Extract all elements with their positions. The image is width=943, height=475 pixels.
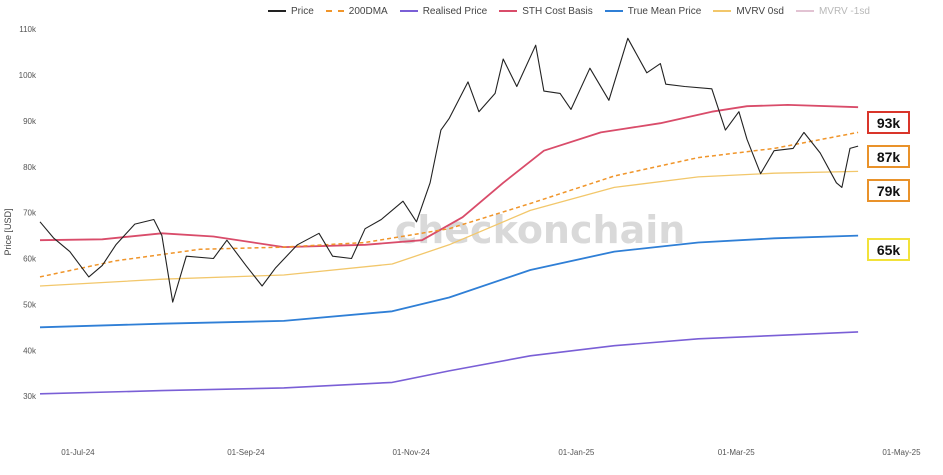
y-tick-label: 60k [23,255,37,264]
series-line-mvrv-0sd [39,170,859,287]
legend-swatch-2 [399,10,418,12]
y-tick-label: 110k [19,25,37,34]
x-tick-label: 01-Nov-24 [392,448,430,457]
legend: Price 200DMA Realised Price STH Cost Basis T… [268,3,870,19]
y-tick-label: 50k [23,300,37,309]
y-tick-label: 100k [19,71,37,80]
series-lines [39,37,859,395]
legend-item-1[interactable]: 200DMA [325,5,388,17]
legend-swatch-6 [795,10,814,12]
badge-79k: 79k [867,179,910,202]
series-line-realised-price [39,331,859,395]
y-tick-label: 70k [23,209,37,218]
y-tick-label: 30k [23,392,37,401]
x-tick-labels: 01-Jul-24 01-Sep-24 01-Nov-24 01-Jan-25 01-M… [61,448,921,457]
legend-swatch-0 [268,10,286,12]
x-tick-label: 01-Sep-24 [227,448,265,457]
y-tick-label: 90k [23,117,37,126]
legend-label-2: Realised Price [422,5,488,17]
badge-93k-label: 93k [876,114,901,131]
badge-65k: 65k [867,238,910,261]
badge-65k-label: 65k [876,241,901,258]
series-line-sth-cost-basis [39,104,859,248]
legend-item-0[interactable]: Price [268,6,314,17]
legend-label-6: MVRV -1sd [818,5,870,17]
y-tick-labels: 30k 40k 50k 60k 70k 80k 90k 100k 110k [19,25,37,401]
badge-93k: 93k [867,111,910,134]
series-line-true-mean-price [39,234,859,329]
legend-item-4[interactable]: True Mean Price [604,5,702,17]
legend-item-2[interactable]: Realised Price [399,5,488,17]
legend-swatch-5 [713,10,732,12]
legend-label-4: True Mean Price [627,5,702,17]
legend-item-5[interactable]: MVRV 0sd [713,6,784,17]
badge-87k: 87k [867,145,910,168]
x-tick-label: 01-Mar-25 [718,448,755,457]
badge-79k-label: 79k [876,182,901,199]
legend-item-3[interactable]: STH Cost Basis [499,6,593,17]
x-tick-label: 01-May-25 [882,448,921,457]
legend-label-5: MVRV 0sd [736,5,784,17]
y-axis-title: Price [USD] [3,208,13,255]
legend-swatch-1 [325,10,344,12]
legend-swatch-3 [499,10,518,12]
legend-label-0: Price [291,5,314,17]
x-tick-label: 01-Jan-25 [558,448,595,457]
legend-item-6[interactable]: MVRV -1sd [795,5,870,17]
series-line-price [39,37,859,303]
y-tick-label: 40k [23,346,37,355]
legend-swatch-4 [604,10,623,12]
series-line-200dma [39,131,859,278]
x-tick-label: 01-Jul-24 [61,448,95,457]
badge-87k-label: 87k [876,148,901,165]
legend-label-1: 200DMA [348,5,388,17]
legend-label-3: STH Cost Basis [522,5,593,17]
y-tick-label: 80k [23,163,37,172]
